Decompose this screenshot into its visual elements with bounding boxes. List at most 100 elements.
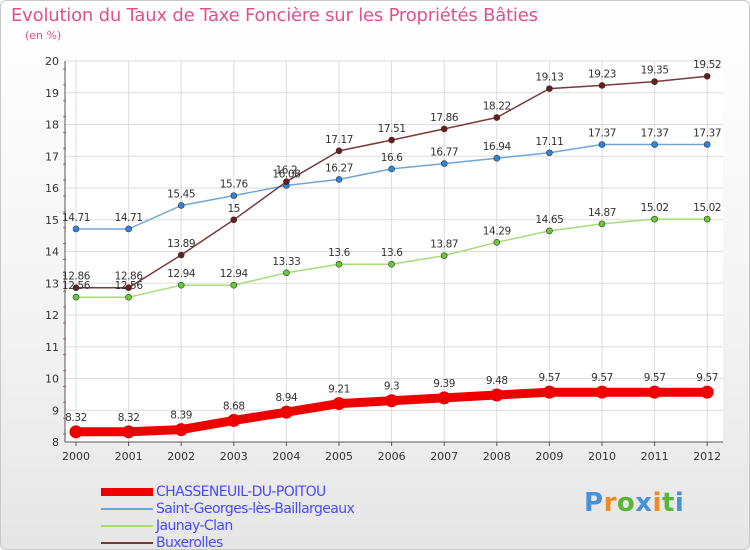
data-point bbox=[72, 293, 80, 301]
data-point bbox=[125, 284, 132, 291]
x-tick-label: 2010 bbox=[588, 450, 616, 463]
data-label: 19.52 bbox=[693, 59, 721, 71]
x-tick-label: 2011 bbox=[641, 450, 669, 463]
data-point bbox=[490, 388, 504, 402]
data-point bbox=[440, 125, 448, 133]
data-point bbox=[703, 215, 711, 223]
data-label: 8.32 bbox=[118, 412, 140, 424]
data-point bbox=[651, 215, 658, 223]
y-tick-label: 10 bbox=[45, 373, 59, 386]
label-layer: 14.71 14.71 15.45 15.76 16.08 16.27 16.6 16.77 1… bbox=[62, 59, 722, 424]
y-tick-label: 8 bbox=[52, 436, 59, 449]
data-label: 14.71 bbox=[115, 212, 143, 224]
data-point bbox=[440, 160, 448, 167]
data-point bbox=[493, 238, 501, 246]
data-label: 15.02 bbox=[641, 202, 669, 214]
data-label: 8.39 bbox=[170, 410, 192, 422]
data-label: 13.89 bbox=[167, 238, 195, 250]
data-point bbox=[700, 385, 714, 399]
data-label: 19.23 bbox=[588, 68, 616, 80]
data-label: 17.37 bbox=[641, 128, 669, 140]
legend-label-jaunay-clan: Jaunay-Clan bbox=[156, 518, 233, 534]
x-tick-label: 2012 bbox=[693, 450, 721, 463]
grid-layer bbox=[65, 60, 723, 443]
y-tick-label: 20 bbox=[45, 55, 59, 68]
data-point bbox=[122, 425, 136, 439]
y-tick-label: 11 bbox=[45, 341, 59, 354]
x-tick-label: 2004 bbox=[272, 450, 300, 463]
data-label: 16.77 bbox=[430, 147, 458, 159]
data-label: 13.6 bbox=[381, 247, 403, 259]
legend-label-saint-georges: Saint-Georges-lès-Baillargeaux bbox=[156, 501, 355, 517]
data-point bbox=[388, 260, 395, 268]
series-layer bbox=[69, 72, 714, 439]
logo-letter: i bbox=[652, 488, 662, 518]
x-tick-label: 2008 bbox=[483, 450, 511, 463]
data-point bbox=[440, 252, 448, 259]
data-point bbox=[648, 385, 662, 399]
data-label: 12.56 bbox=[115, 280, 144, 292]
legend-swatch-chasseneuil bbox=[101, 488, 153, 496]
x-tick-label: 2000 bbox=[62, 450, 90, 463]
data-label: 17.37 bbox=[588, 128, 616, 140]
legend-label-chasseneuil: CHASSENEUIL-DU-POITOU bbox=[156, 484, 326, 500]
y-tick-label: 17 bbox=[45, 150, 59, 163]
data-label: 15.45 bbox=[167, 188, 195, 200]
data-label: 16.27 bbox=[325, 162, 353, 174]
data-label: 9.57 bbox=[539, 372, 561, 384]
data-label: 8.68 bbox=[223, 400, 245, 412]
data-label: 19.35 bbox=[641, 65, 669, 77]
data-point bbox=[335, 176, 343, 183]
data-point bbox=[125, 225, 132, 233]
x-tick-label: 2001 bbox=[115, 450, 143, 463]
data-point bbox=[493, 154, 501, 162]
chart-title: Evolution du Taux de Taxe Foncière sur l… bbox=[11, 5, 538, 26]
data-label: 9.57 bbox=[591, 372, 613, 384]
legend-label-buxerolles: Buxerolles bbox=[156, 535, 223, 550]
data-label: 17.37 bbox=[693, 128, 721, 140]
logo-letter: x bbox=[635, 488, 653, 518]
data-label: 9.57 bbox=[644, 372, 666, 384]
data-point bbox=[177, 202, 185, 209]
data-label: 9.21 bbox=[328, 384, 350, 396]
data-label: 16.94 bbox=[483, 141, 512, 153]
data-label: 13.33 bbox=[272, 256, 300, 268]
data-label: 12.94 bbox=[167, 268, 196, 280]
data-point bbox=[335, 147, 343, 155]
y-tick-label: 16 bbox=[45, 182, 59, 195]
data-point bbox=[174, 423, 188, 437]
legend-swatch-jaunay-clan bbox=[101, 525, 153, 527]
data-label: 16.08 bbox=[272, 168, 300, 180]
proxiti-logo: Proxiti bbox=[584, 488, 684, 518]
data-point bbox=[72, 284, 80, 291]
data-point bbox=[651, 78, 658, 85]
data-label: 16.2 bbox=[276, 165, 298, 177]
data-point bbox=[332, 397, 346, 411]
data-label: 12.86 bbox=[62, 271, 91, 283]
data-label: 9.57 bbox=[696, 372, 718, 384]
data-label: 12.86 bbox=[115, 271, 144, 283]
logo-letter: t bbox=[661, 488, 675, 518]
data-point bbox=[385, 394, 399, 408]
data-label: 13.87 bbox=[430, 239, 458, 251]
data-point bbox=[388, 136, 395, 144]
data-label: 14.29 bbox=[483, 225, 511, 237]
x-tick-label: 2003 bbox=[220, 450, 248, 463]
data-label: 15.76 bbox=[220, 179, 249, 191]
data-point bbox=[651, 141, 658, 148]
data-label: 14.71 bbox=[62, 212, 90, 224]
y-tick-label: 14 bbox=[45, 246, 59, 259]
x-tick-label: 2007 bbox=[430, 450, 458, 463]
data-point bbox=[595, 385, 609, 399]
data-point bbox=[72, 225, 80, 233]
data-label: 17.17 bbox=[325, 134, 353, 146]
data-label: 19.13 bbox=[535, 72, 563, 84]
data-point bbox=[230, 281, 238, 289]
data-label: 13.6 bbox=[328, 247, 350, 259]
data-label: 9.39 bbox=[433, 378, 455, 390]
data-label: 8.94 bbox=[276, 392, 298, 404]
data-label: 12.56 bbox=[62, 280, 91, 292]
data-label: 8.32 bbox=[65, 412, 87, 424]
data-label: 16.6 bbox=[381, 152, 403, 164]
